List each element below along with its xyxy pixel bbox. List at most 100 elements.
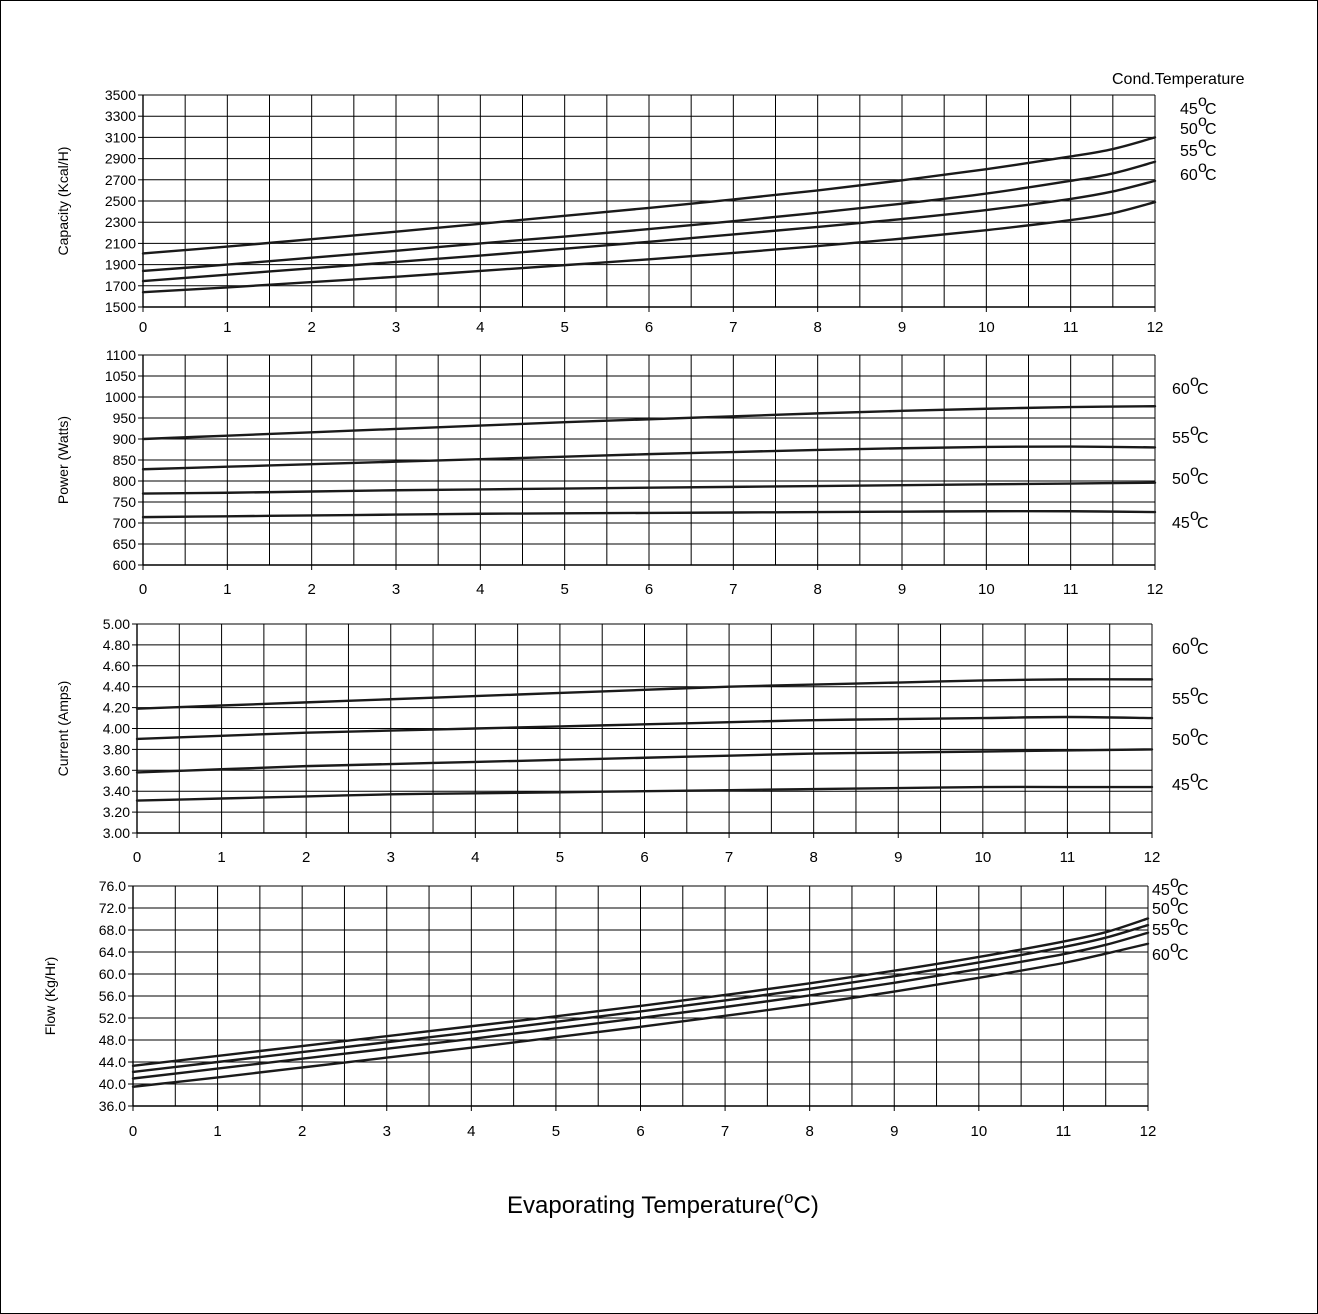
- x-tick-label: 0: [133, 849, 141, 866]
- x-tick-label: 5: [552, 1123, 560, 1140]
- y-tick-label: 60.0: [99, 966, 126, 982]
- x-tick-label: 8: [805, 1123, 813, 1140]
- legend-entry-60: 60 oC: [1172, 633, 1209, 658]
- y-tick-label: 3.40: [103, 783, 130, 799]
- x-tick-label: 11: [1056, 1123, 1072, 1140]
- y-tick-label: 3300: [105, 108, 136, 124]
- x-tick-label: 10: [978, 319, 995, 336]
- x-tick-label: 5: [560, 319, 568, 336]
- x-tick-label: 1: [217, 849, 225, 866]
- series-line-45: [131, 917, 1150, 1068]
- y-tick-label: 2900: [105, 151, 136, 167]
- legend-unit: C: [1205, 101, 1217, 118]
- x-tick-label: 6: [640, 849, 648, 866]
- x-tick-label: 1: [223, 581, 231, 598]
- series-line-55: [131, 931, 1150, 1080]
- y-tick-label: 2500: [105, 193, 136, 209]
- series-line-60: [141, 200, 1157, 294]
- x-tick-label: 10: [974, 849, 991, 866]
- x-tick-label: 7: [721, 1123, 729, 1140]
- x-tick-label: 2: [302, 849, 310, 866]
- series-line-60: [141, 405, 1157, 441]
- x-tick-label: 8: [809, 849, 817, 866]
- legend-entry-55: 55 oC: [1180, 135, 1217, 160]
- grid: [142, 94, 1156, 308]
- legend-unit: C: [1197, 777, 1209, 794]
- y-tick-label: 750: [113, 494, 137, 510]
- y-tick-label: 64.0: [99, 944, 126, 960]
- legend-value: 60: [1180, 167, 1198, 184]
- legend-value: 55: [1172, 430, 1190, 447]
- legend-unit: C: [1205, 143, 1217, 160]
- y-tick-label: 76.0: [99, 878, 126, 894]
- x-tick-label: 12: [1144, 849, 1161, 866]
- legend-unit: C: [1197, 691, 1209, 708]
- series-line-45: [141, 136, 1157, 255]
- legend-unit: C: [1197, 381, 1209, 398]
- x-tick-label: 6: [645, 581, 653, 598]
- legend-degree: o: [1198, 113, 1207, 130]
- legend-degree: o: [1190, 422, 1199, 439]
- y-tick-label: 4.40: [103, 679, 130, 695]
- legend-entry-45: 45 oC: [1172, 769, 1209, 794]
- x-tick-label: 3: [392, 581, 400, 598]
- legend-entry-55: 55 oC: [1172, 683, 1209, 708]
- series-line-50: [141, 481, 1157, 495]
- x-tick-label: 1: [223, 319, 231, 336]
- y-tick-label: 1050: [105, 368, 136, 384]
- series-line-45: [141, 509, 1157, 519]
- legend-value: 45: [1152, 882, 1170, 899]
- y-tick-label: 3500: [105, 87, 136, 103]
- legend-value: 50: [1172, 471, 1190, 488]
- x-axis-label: Evaporating Temperature(oC): [507, 1188, 819, 1219]
- legend-unit: C: [1177, 901, 1189, 918]
- y-tick-label: 48.0: [99, 1032, 126, 1048]
- x-tick-label: 12: [1147, 319, 1164, 336]
- legend-entry-55: 55 oC: [1152, 914, 1189, 939]
- x-tick-label: 9: [898, 319, 906, 336]
- x-tick-label: 11: [1060, 849, 1076, 866]
- legend-value: 55: [1180, 143, 1198, 160]
- y-tick-label: 700: [113, 515, 137, 531]
- y-axis-label: Flow (Kg/Hr): [42, 957, 58, 1036]
- legend-value: 60: [1172, 381, 1190, 398]
- legend-entry-60: 60 oC: [1172, 373, 1209, 398]
- x-tick-label: 11: [1063, 319, 1079, 336]
- series-line-50: [141, 160, 1157, 273]
- y-tick-label: 2100: [105, 235, 136, 251]
- x-tick-label: 2: [307, 319, 315, 336]
- legend-degree: o: [1198, 159, 1207, 176]
- y-tick-label: 68.0: [99, 922, 126, 938]
- legend-degree: o: [1170, 874, 1179, 891]
- legend-value: 55: [1152, 922, 1170, 939]
- legend-unit: C: [1205, 121, 1217, 138]
- y-tick-label: 1500: [105, 299, 136, 315]
- grid: [136, 623, 1153, 834]
- legend-unit: C: [1177, 947, 1189, 964]
- legend-degree: o: [1170, 893, 1179, 910]
- y-tick-label: 52.0: [99, 1010, 126, 1026]
- x-axis-label-suffix: C): [794, 1192, 819, 1219]
- legend-degree: o: [1170, 939, 1179, 956]
- x-tick-label: 6: [636, 1123, 644, 1140]
- legend-degree: o: [1198, 135, 1207, 152]
- x-tick-label: 4: [476, 581, 484, 598]
- series-line-55: [135, 715, 1154, 741]
- legend-value: 55: [1172, 691, 1190, 708]
- x-axis-label-prefix: Evaporating Temperature(: [507, 1192, 784, 1219]
- y-tick-label: 950: [113, 410, 137, 426]
- legend-value: 60: [1152, 947, 1170, 964]
- x-tick-label: 2: [298, 1123, 306, 1140]
- y-tick-label: 4.00: [103, 721, 130, 737]
- y-tick-label: 900: [113, 431, 137, 447]
- x-tick-label: 7: [729, 581, 737, 598]
- y-tick-label: 4.60: [103, 658, 130, 674]
- x-tick-label: 4: [471, 849, 479, 866]
- legend-entry-50: 50 oC: [1180, 113, 1217, 138]
- y-axis-label: Current (Amps): [55, 681, 71, 777]
- x-tick-label: 3: [383, 1123, 391, 1140]
- legend-unit: C: [1197, 430, 1209, 447]
- chart-panel-4: 0 1 2 3 4 5 6 7 8 9 10 11 1236.040.044.048.052.056.0…: [42, 874, 1189, 1140]
